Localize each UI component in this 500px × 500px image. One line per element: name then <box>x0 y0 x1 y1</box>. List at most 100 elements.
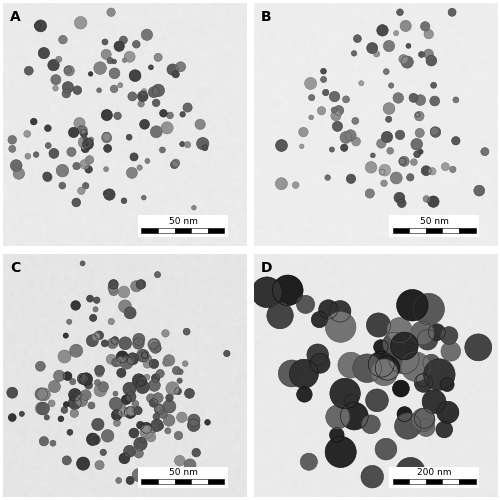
Circle shape <box>296 386 312 402</box>
Circle shape <box>396 458 425 486</box>
Circle shape <box>112 358 120 367</box>
Circle shape <box>122 58 127 62</box>
Circle shape <box>386 116 392 122</box>
Circle shape <box>441 342 460 361</box>
Circle shape <box>70 409 78 418</box>
Circle shape <box>366 162 377 173</box>
Circle shape <box>278 360 305 387</box>
Circle shape <box>352 118 359 124</box>
Circle shape <box>143 360 152 368</box>
Circle shape <box>96 88 102 92</box>
Circle shape <box>62 456 72 465</box>
Circle shape <box>7 387 18 398</box>
Circle shape <box>136 349 149 362</box>
Circle shape <box>124 406 136 418</box>
Circle shape <box>64 66 72 73</box>
Circle shape <box>132 374 145 387</box>
Circle shape <box>132 408 138 414</box>
Circle shape <box>428 168 436 175</box>
Circle shape <box>318 106 326 115</box>
Circle shape <box>126 134 132 140</box>
Bar <box>389 466 479 487</box>
Circle shape <box>163 400 176 413</box>
Circle shape <box>154 404 164 414</box>
Circle shape <box>78 374 88 384</box>
Circle shape <box>8 414 16 422</box>
Circle shape <box>34 22 41 29</box>
Circle shape <box>104 144 112 152</box>
Circle shape <box>178 369 183 374</box>
Circle shape <box>130 280 142 292</box>
Circle shape <box>300 144 304 148</box>
Circle shape <box>35 388 48 400</box>
Text: A: A <box>10 10 20 24</box>
Circle shape <box>146 432 156 442</box>
Circle shape <box>104 166 108 172</box>
Circle shape <box>142 475 148 481</box>
Circle shape <box>82 144 86 149</box>
Bar <box>158 478 174 484</box>
Circle shape <box>111 336 118 344</box>
Circle shape <box>118 82 123 87</box>
Circle shape <box>66 319 72 324</box>
Circle shape <box>102 132 111 141</box>
Circle shape <box>94 380 100 386</box>
Circle shape <box>134 406 142 414</box>
Circle shape <box>80 373 92 386</box>
Circle shape <box>101 50 111 59</box>
Bar <box>389 216 479 236</box>
Circle shape <box>63 333 68 338</box>
Bar <box>158 228 174 233</box>
Circle shape <box>38 48 50 58</box>
Circle shape <box>93 306 98 312</box>
Circle shape <box>400 20 411 32</box>
Circle shape <box>344 394 358 407</box>
Circle shape <box>300 453 318 470</box>
Circle shape <box>94 366 104 375</box>
Circle shape <box>162 330 169 337</box>
Circle shape <box>132 468 145 481</box>
Circle shape <box>150 342 161 353</box>
Circle shape <box>442 162 450 170</box>
Circle shape <box>426 56 436 66</box>
Circle shape <box>397 406 412 422</box>
Circle shape <box>132 40 140 48</box>
Circle shape <box>307 344 328 366</box>
Circle shape <box>145 158 150 164</box>
Circle shape <box>421 166 431 175</box>
Circle shape <box>340 402 368 430</box>
Circle shape <box>61 406 68 414</box>
Circle shape <box>82 182 89 189</box>
Circle shape <box>94 297 100 304</box>
Circle shape <box>399 158 406 165</box>
Circle shape <box>322 90 329 96</box>
Circle shape <box>142 88 147 94</box>
Circle shape <box>132 400 139 407</box>
Circle shape <box>81 144 89 152</box>
Circle shape <box>84 381 92 389</box>
Circle shape <box>399 54 408 64</box>
Bar <box>409 478 426 484</box>
Circle shape <box>379 164 390 176</box>
Circle shape <box>167 64 178 75</box>
Circle shape <box>80 390 91 400</box>
Circle shape <box>192 206 196 210</box>
Circle shape <box>142 196 146 200</box>
Circle shape <box>9 146 16 152</box>
Circle shape <box>161 122 173 134</box>
Circle shape <box>415 128 424 138</box>
Circle shape <box>410 159 418 166</box>
Circle shape <box>146 394 156 403</box>
Circle shape <box>158 424 164 429</box>
Circle shape <box>436 421 452 438</box>
Circle shape <box>110 85 118 92</box>
Circle shape <box>172 70 180 78</box>
Circle shape <box>174 456 185 466</box>
Text: 50 nm: 50 nm <box>168 468 198 477</box>
Circle shape <box>76 457 90 470</box>
Circle shape <box>56 164 68 177</box>
Bar <box>208 478 224 484</box>
Circle shape <box>138 91 148 102</box>
Circle shape <box>102 133 112 143</box>
Circle shape <box>412 408 435 432</box>
